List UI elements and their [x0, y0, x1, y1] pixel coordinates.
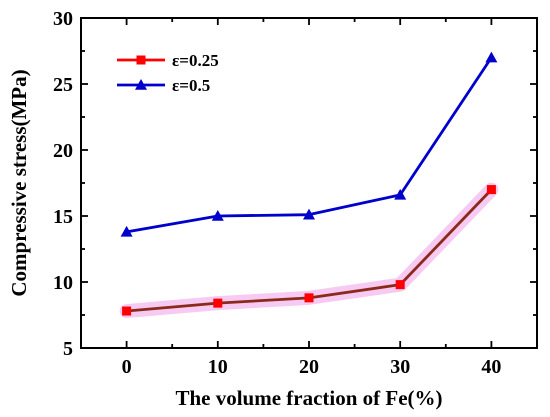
- legend-label: ε=0.5: [172, 76, 210, 95]
- y-tick-label: 20: [53, 140, 73, 162]
- axes: 5 10 15 20 25 30 0 10 20 30 40: [53, 8, 538, 378]
- data-point-eps-0-5: [120, 225, 133, 237]
- y-tick-label: 10: [53, 272, 73, 294]
- x-tick-label: 40: [481, 356, 501, 378]
- series-glow-layer: [119, 182, 499, 319]
- legend-marker: [135, 79, 147, 90]
- y-tick-label: 5: [63, 338, 73, 360]
- data-point-eps-0-5: [485, 51, 498, 63]
- y-tick-label: 15: [53, 206, 73, 228]
- data-point-eps-0-25: [486, 185, 496, 195]
- data-point-eps-0-25: [213, 298, 223, 308]
- data-point-eps-0-5: [394, 188, 407, 200]
- legend-label: ε=0.25: [172, 51, 219, 70]
- legend: ε=0.25 ε=0.5: [117, 51, 219, 95]
- data-point-eps-0-25: [304, 293, 314, 303]
- series-layer: [120, 51, 498, 316]
- data-point-eps-0-25: [395, 280, 405, 290]
- y-tick-label: 30: [53, 8, 73, 30]
- y-tick-label: 25: [53, 74, 73, 96]
- x-axis-title: The volume fraction of Fe(%): [175, 386, 442, 410]
- x-tick-label: 20: [299, 356, 319, 378]
- x-tick-label: 0: [122, 356, 132, 378]
- data-point-eps-0-5: [303, 208, 315, 220]
- data-point-eps-0-5: [211, 210, 224, 221]
- y-axis-title: Compressive stress(MPa): [7, 69, 31, 296]
- x-tick-label: 10: [208, 356, 228, 378]
- legend-marker: [136, 55, 146, 65]
- data-point-eps-0-25: [122, 306, 132, 316]
- series-glow: [119, 182, 499, 319]
- x-tick-label: 30: [390, 356, 410, 378]
